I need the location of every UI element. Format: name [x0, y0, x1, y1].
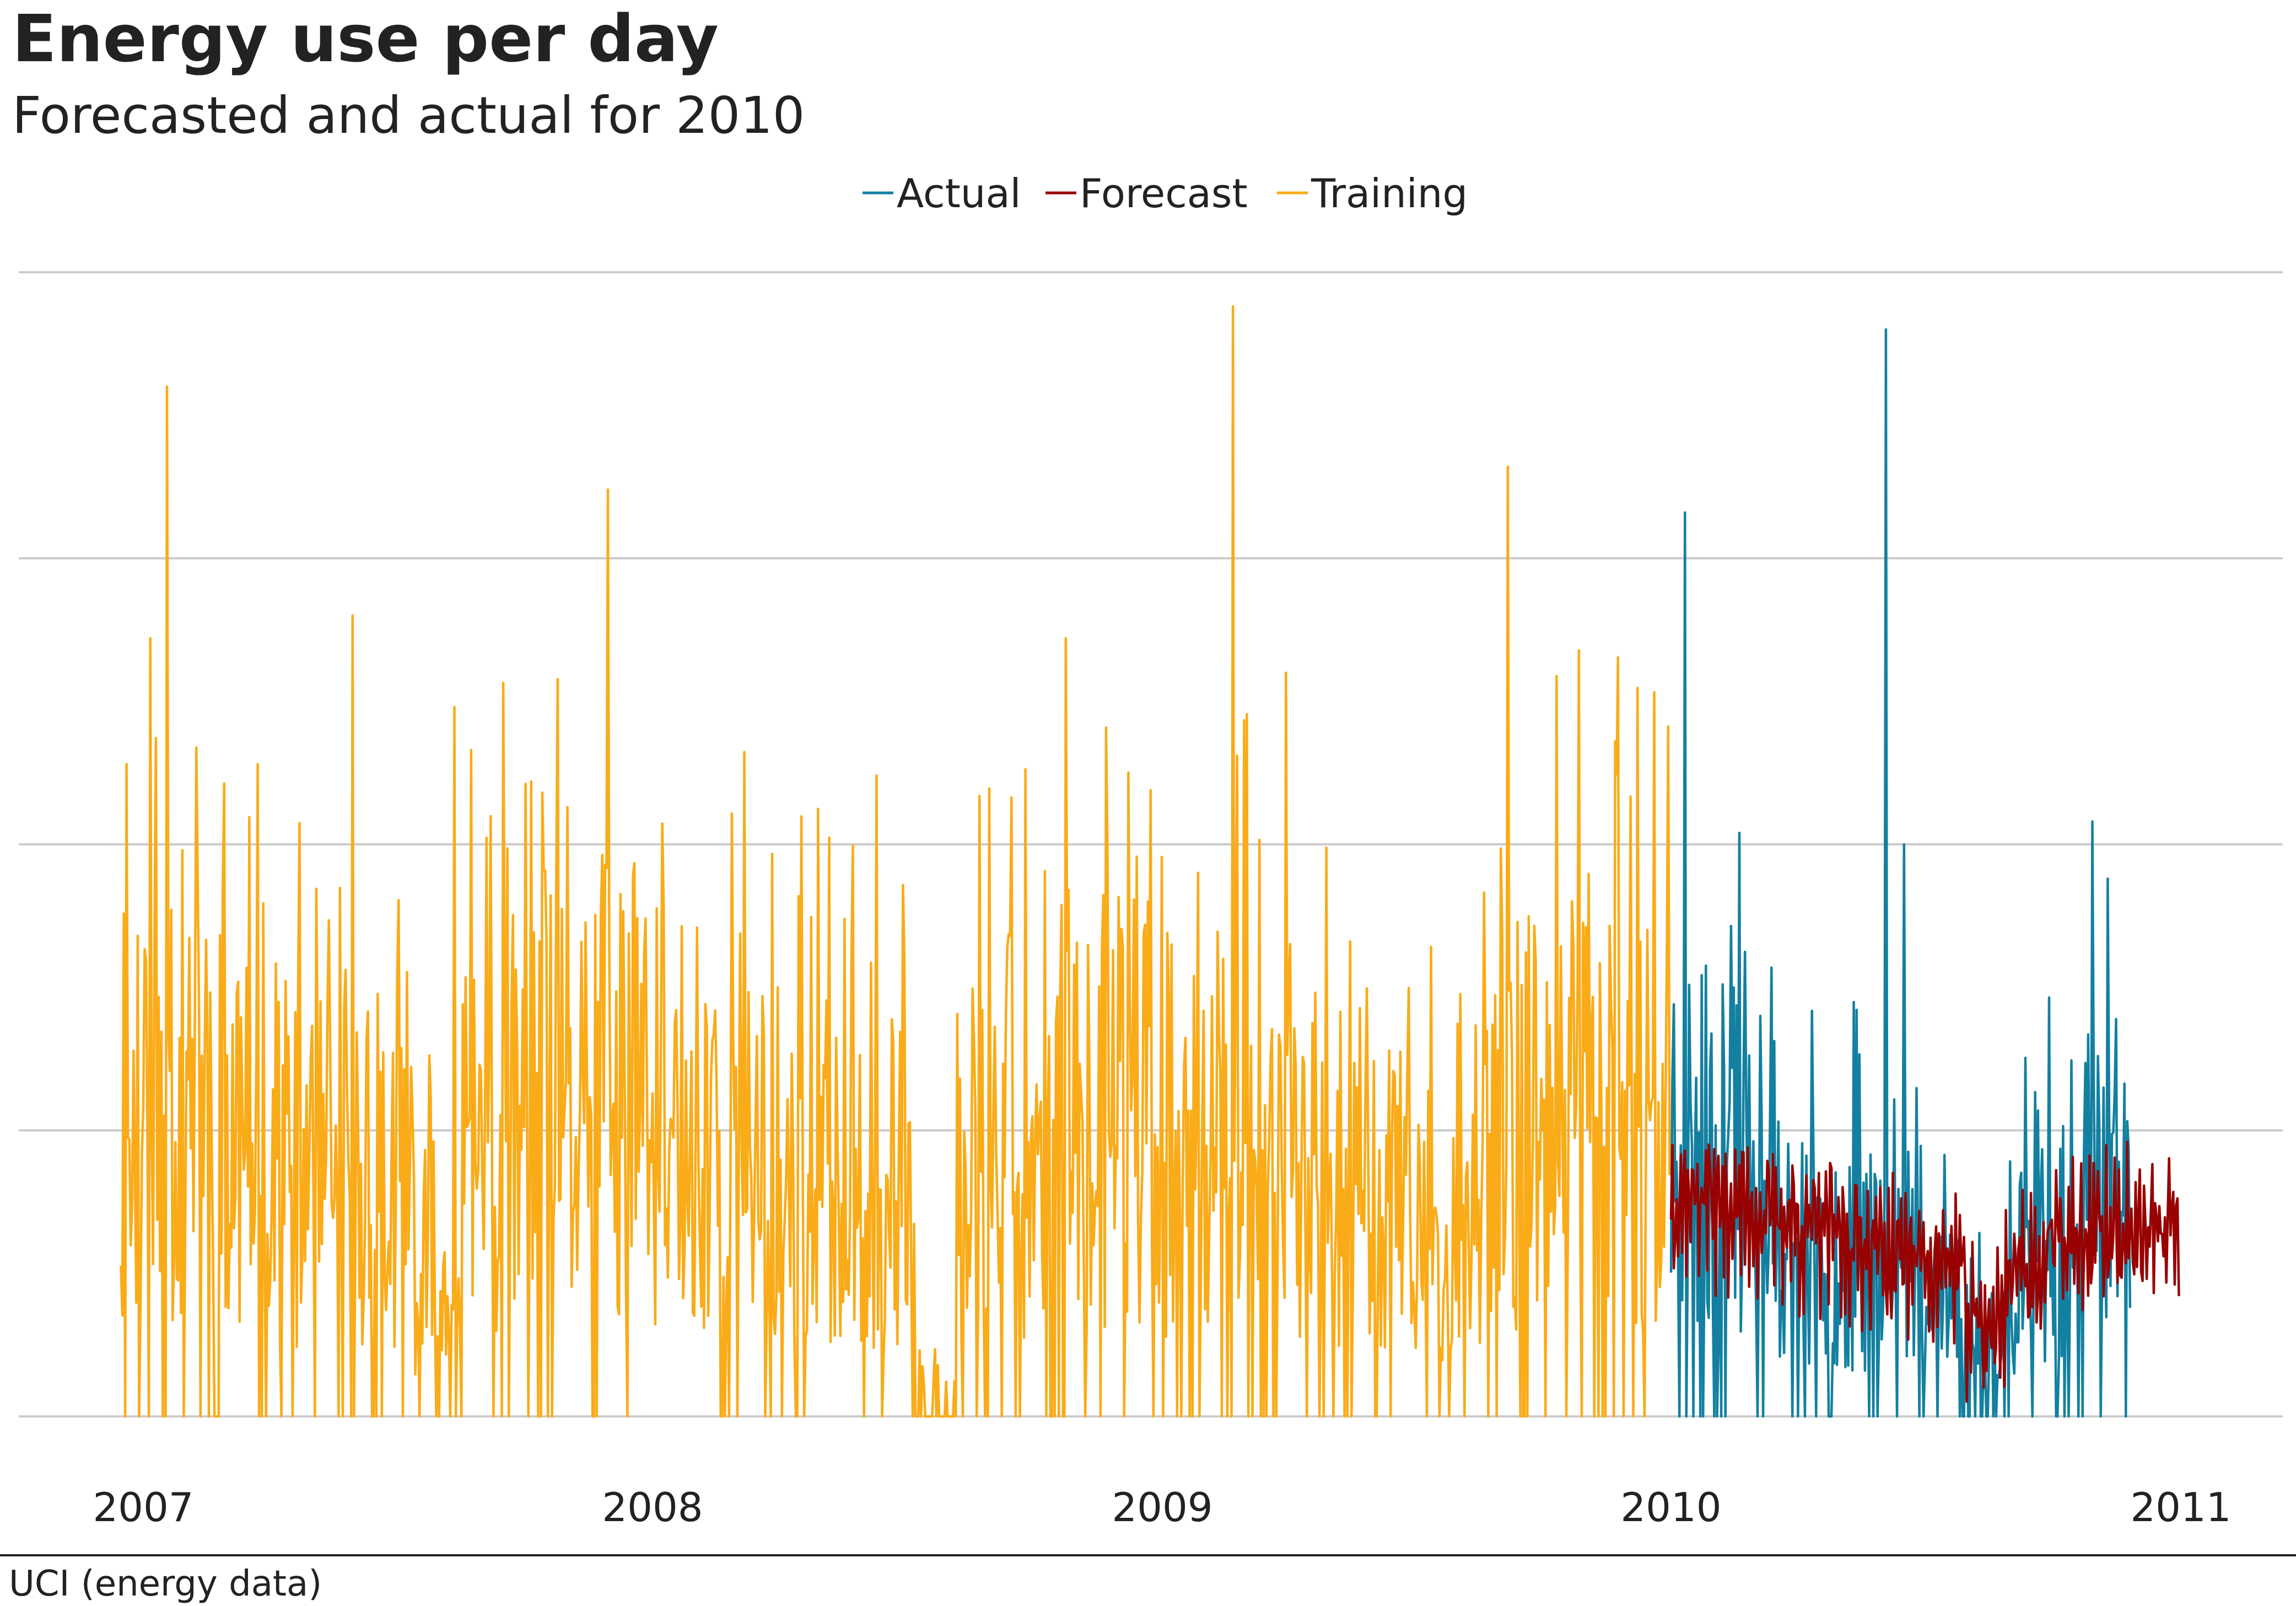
- x-tick-label: 2008: [602, 1484, 703, 1530]
- legend-label-training: Training: [1311, 170, 1468, 217]
- x-tick-label: 2011: [2130, 1484, 2231, 1530]
- series-line-forecast: [1669, 1140, 2180, 1403]
- footer-divider: [0, 1554, 2296, 1556]
- series-line-training: [120, 305, 1671, 1418]
- chart-subtitle: Forecasted and actual for 2010: [12, 86, 805, 145]
- x-tick-label: 2007: [93, 1484, 193, 1530]
- legend-label-forecast: Forecast: [1080, 170, 1248, 217]
- x-tick-label: 2010: [1620, 1484, 1721, 1530]
- x-tick-label: 2009: [1112, 1484, 1212, 1530]
- legend-label-actual: Actual: [897, 170, 1021, 217]
- chart-title: Energy use per day: [12, 1, 719, 77]
- source-caption: UCI (energy data): [9, 1564, 322, 1604]
- line-chart: 2007 2008 2009 2010 2011 Actual Forecast Traini…: [19, 170, 2283, 1530]
